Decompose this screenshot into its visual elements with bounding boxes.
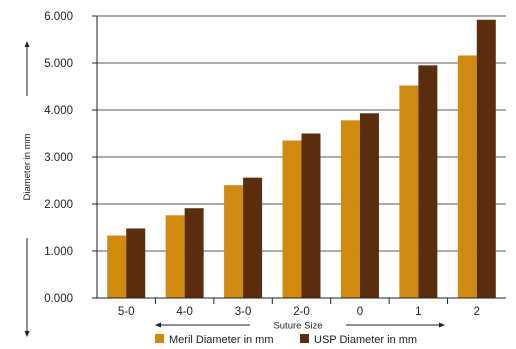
legend: Meril Diameter in mm USP Diameter in mm xyxy=(155,334,417,346)
x-tick-label: 5-0 xyxy=(118,306,135,318)
x-tick-labels: 5-0 4-0 3-0 2-0 0 1 2 xyxy=(118,298,480,318)
bar-meril-2 xyxy=(457,55,477,299)
y-tick-label: 6.000 xyxy=(44,11,73,23)
bar-usp-5-0 xyxy=(126,228,146,298)
legend-swatch-usp xyxy=(300,334,309,343)
x-tick-label: 1 xyxy=(415,306,421,318)
legend-label-meril: Meril Diameter in mm xyxy=(169,334,274,346)
axes xyxy=(96,16,506,299)
x-axis-title-group: Suture Size xyxy=(155,321,445,332)
bar-usp-2-0 xyxy=(301,133,321,298)
bar-meril-2-0 xyxy=(282,140,302,298)
y-tick-label: 0.000 xyxy=(44,293,73,305)
bar-usp-4-0 xyxy=(184,208,204,298)
bar-usp-1 xyxy=(418,65,438,298)
bar-usp-0 xyxy=(359,113,379,298)
y-axis-arrowhead-down xyxy=(24,331,30,337)
bars xyxy=(107,19,496,299)
legend-label-usp: USP Diameter in mm xyxy=(314,334,417,346)
y-tick-label: 2.000 xyxy=(44,199,73,211)
bar-usp-2 xyxy=(476,19,496,298)
bar-meril-4-0 xyxy=(165,215,185,298)
y-tick-label: 5.000 xyxy=(44,58,73,70)
y-axis-title: Diameter in mm xyxy=(22,133,33,200)
y-axis-title-group: Diameter in mm xyxy=(22,41,33,337)
bar-usp-3-0 xyxy=(243,177,263,298)
legend-swatch-meril xyxy=(155,334,164,343)
x-tick-label: 4-0 xyxy=(176,306,193,318)
y-tick-label: 3.000 xyxy=(44,152,73,164)
x-tick-label: 2-0 xyxy=(293,306,310,318)
x-axis-title: Suture Size xyxy=(273,321,322,332)
y-tick-labels: 0.000 1.000 2.000 3.000 4.000 5.000 6.000 xyxy=(44,11,73,305)
x-tick-label: 2 xyxy=(474,306,480,318)
y-tick-label: 4.000 xyxy=(44,105,73,117)
bar-meril-5-0 xyxy=(107,235,127,298)
y-axis-arrowhead-up xyxy=(24,41,30,47)
bar-meril-3-0 xyxy=(224,185,244,298)
x-tick-label: 0 xyxy=(357,306,363,318)
x-axis-arrowhead-left xyxy=(155,322,161,328)
y-tick-label: 1.000 xyxy=(44,246,73,258)
x-axis-arrowhead-right xyxy=(439,322,445,328)
bar-meril-0 xyxy=(340,120,360,298)
bar-meril-1 xyxy=(399,85,419,298)
x-tick-label: 3-0 xyxy=(235,306,252,318)
